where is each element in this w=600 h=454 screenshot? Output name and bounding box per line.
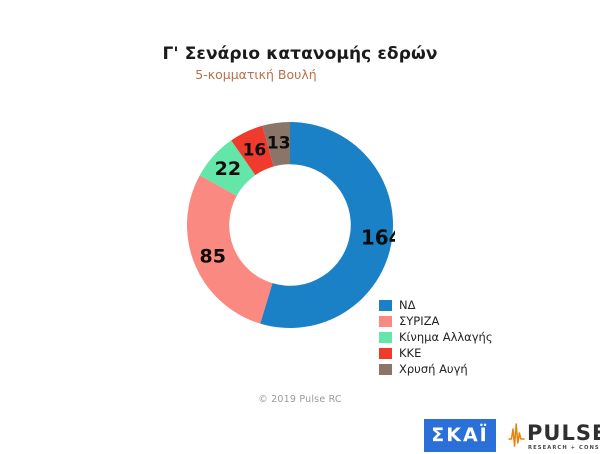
skai-logo-text: ΣΚΑΪ — [431, 424, 489, 446]
title-block: Γ' Σενάριο κατανομής εδρών 5-κομματική Β… — [0, 44, 600, 83]
page-subtitle: 5-κομματική Βουλή — [0, 67, 600, 83]
donut-slice-value: 164 — [361, 226, 395, 250]
donut-slice-value: 13 — [267, 133, 291, 153]
legend-item-label: ΣΥΡΙΖΑ — [399, 314, 440, 328]
donut-slice[interactable] — [187, 175, 273, 324]
pulse-logo-tagline: RESEARCH + CONSULTING — [528, 445, 600, 451]
legend-swatch — [379, 331, 392, 343]
legend-swatch — [379, 299, 392, 311]
legend-item-label: Κίνημα Αλλαγής — [399, 330, 493, 344]
legend-item[interactable]: ΚΚΕ — [379, 345, 529, 361]
legend-item[interactable]: Χρυσή Αυγή — [379, 361, 529, 377]
donut-slice-value: 16 — [243, 140, 267, 160]
donut-slice[interactable] — [262, 122, 290, 167]
donut-slice[interactable] — [231, 125, 274, 176]
donut-slice-group — [187, 122, 394, 328]
legend-item[interactable]: ΝΔ — [379, 297, 529, 313]
page-subtitle-text: 5-κομματική Βουλή — [195, 67, 317, 82]
legend-item-label: ΚΚΕ — [399, 346, 422, 360]
legend-item-label: Χρυσή Αυγή — [399, 362, 468, 376]
page-title: Γ' Σενάριο κατανομής εδρών — [162, 44, 438, 64]
legend: ΝΔ ΣΥΡΙΖΑ Κίνημα Αλλαγής ΚΚΕ Χρυσή Αυγή — [379, 297, 529, 377]
copyright-credit: © 2019 Pulse RC — [258, 394, 342, 405]
waveform-icon — [508, 423, 525, 447]
pulse-logo: PULSE RESEARCH + CONSULTING — [508, 419, 600, 454]
legend-item-label: ΝΔ — [399, 298, 416, 312]
legend-swatch — [379, 347, 392, 359]
skai-logo: ΣΚΑΪ — [424, 419, 496, 452]
logo-bar: ΣΚΑΪ PULSE RESEARCH + CONSULTING — [424, 419, 600, 454]
donut-slice-value: 85 — [199, 246, 225, 268]
legend-item[interactable]: ΣΥΡΙΖΑ — [379, 313, 529, 329]
pulse-logo-text: PULSE — [527, 421, 600, 445]
donut-slice[interactable] — [199, 140, 256, 196]
legend-swatch — [379, 363, 392, 375]
legend-swatch — [379, 315, 392, 327]
legend-item[interactable]: Κίνημα Αλλαγής — [379, 329, 529, 345]
donut-slice-value: 22 — [215, 158, 241, 180]
donut-slice[interactable] — [260, 122, 394, 328]
